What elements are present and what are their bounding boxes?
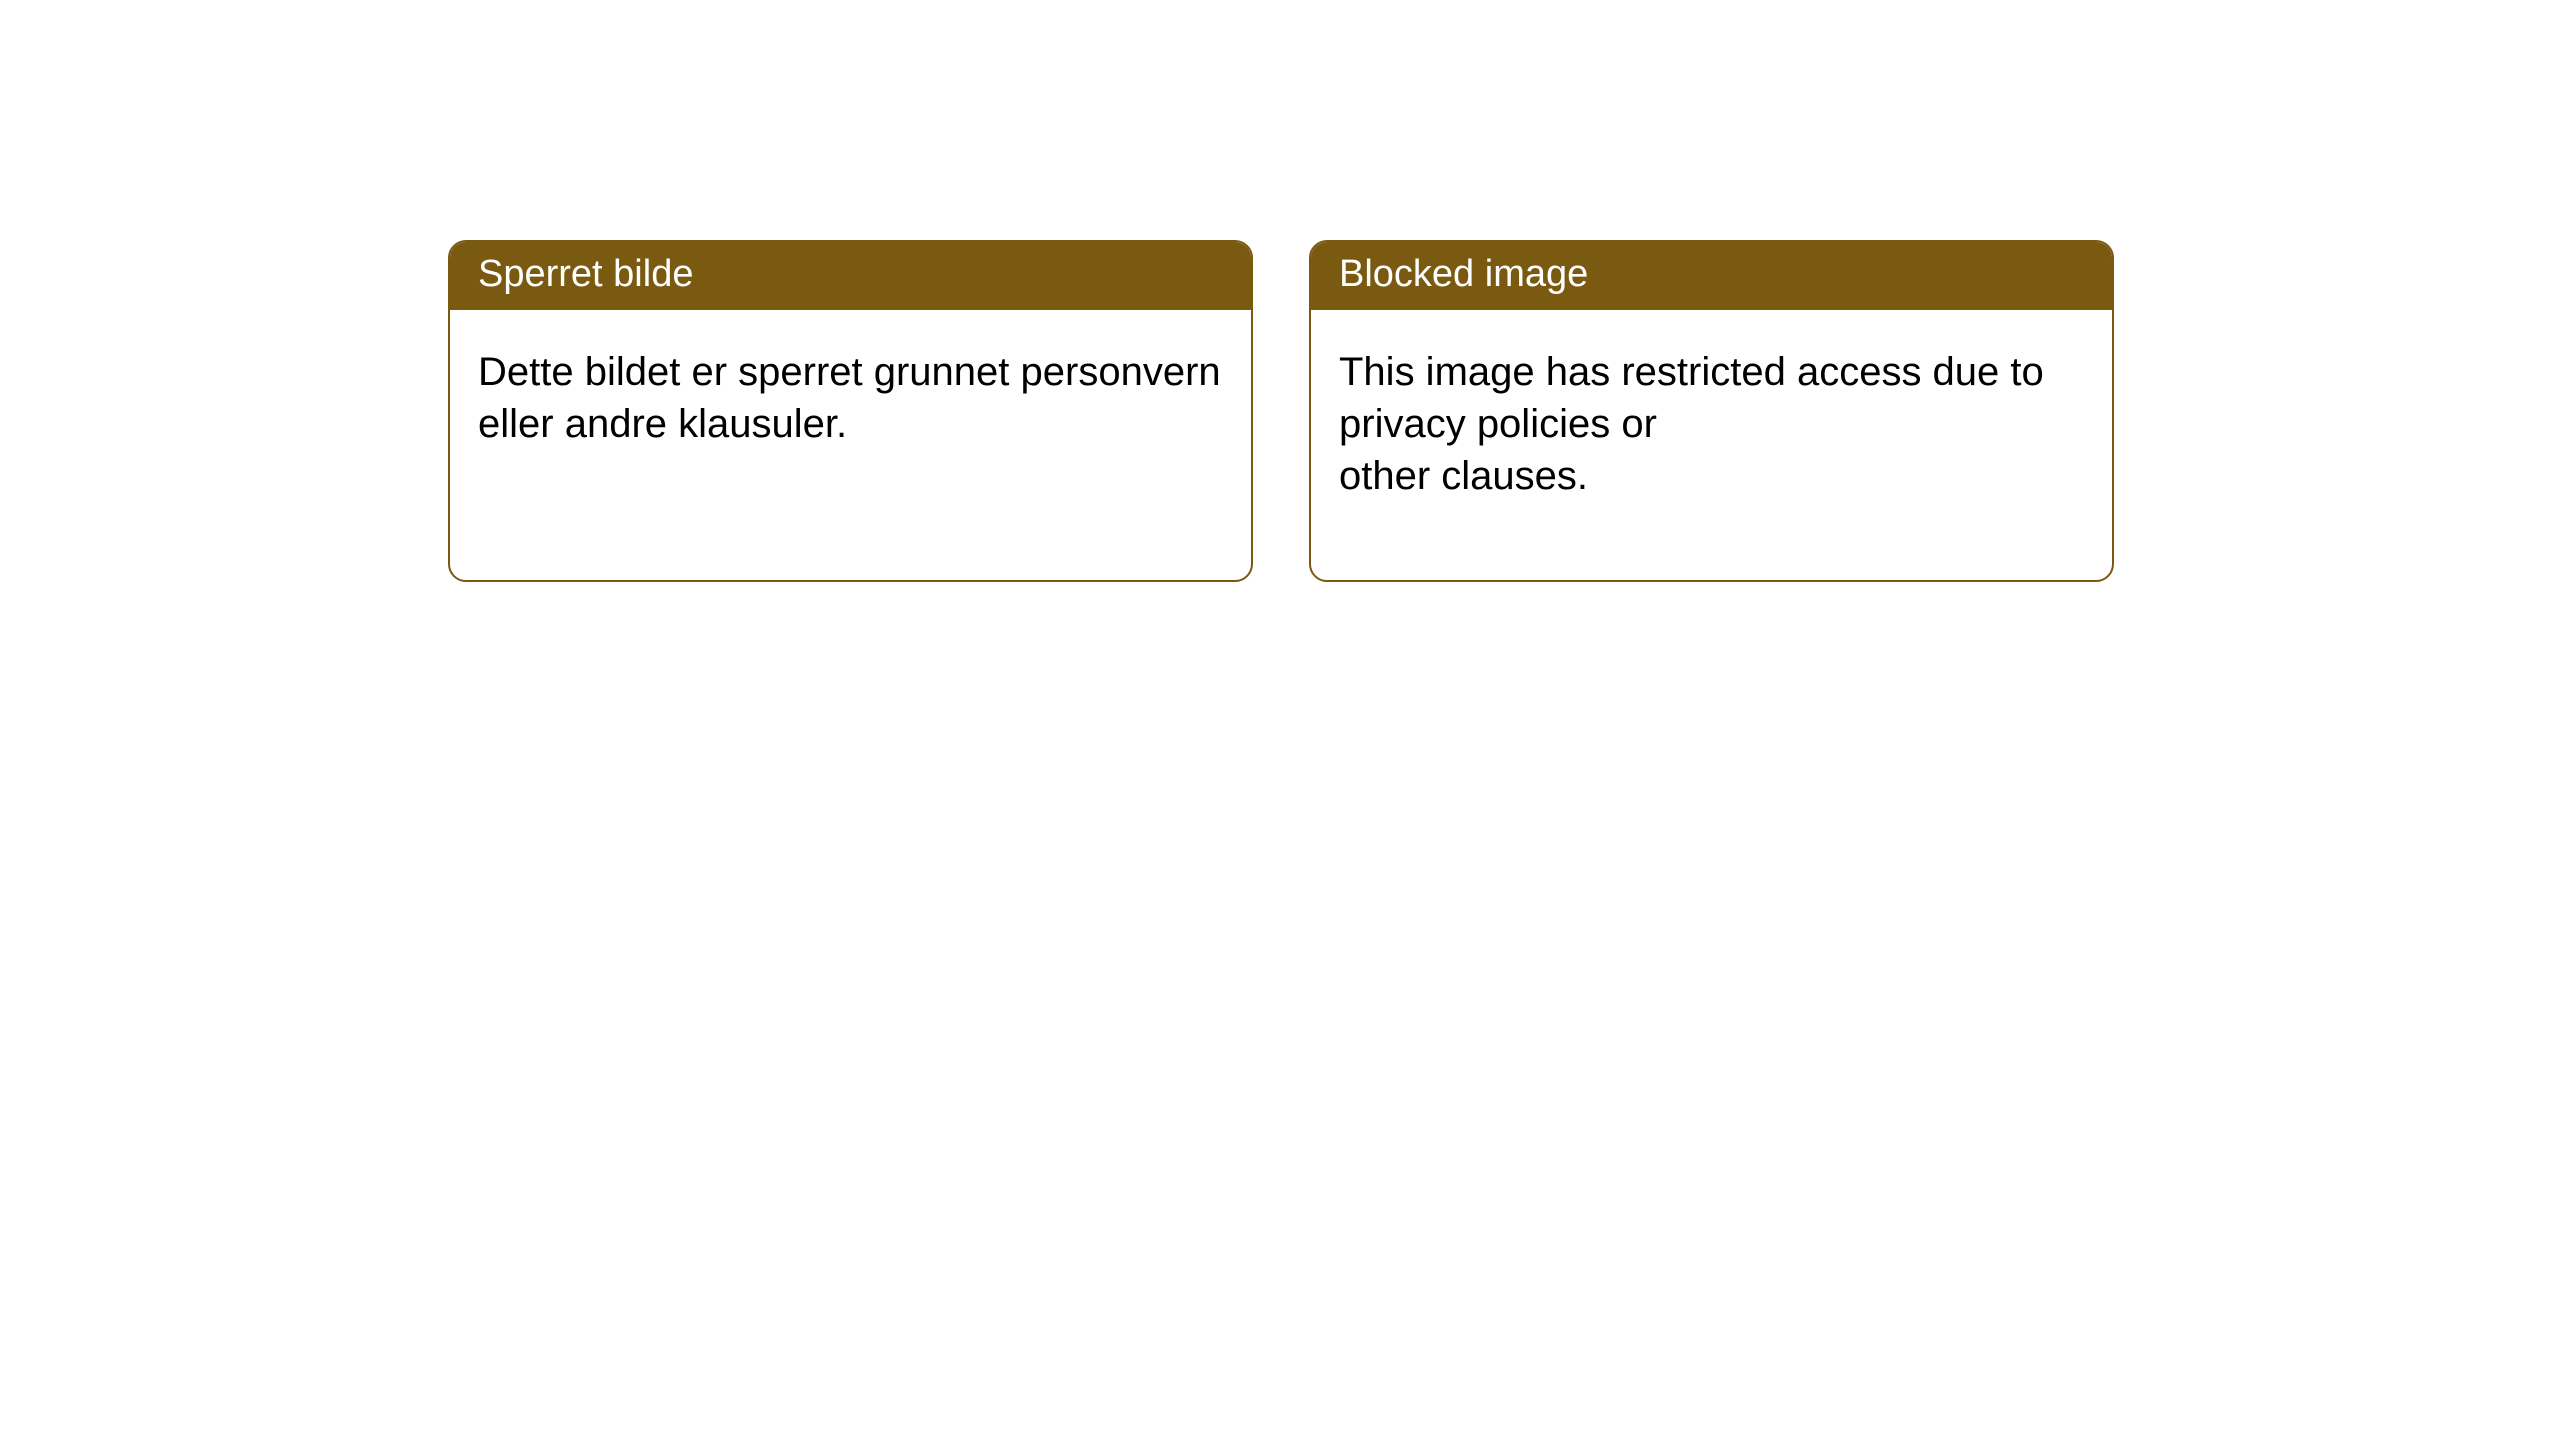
notice-body: This image has restricted access due to … bbox=[1311, 310, 2112, 580]
notice-header: Sperret bilde bbox=[450, 242, 1251, 310]
notice-card-norwegian: Sperret bilde Dette bildet er sperret gr… bbox=[448, 240, 1253, 582]
notice-card-english: Blocked image This image has restricted … bbox=[1309, 240, 2114, 582]
notice-container: Sperret bilde Dette bildet er sperret gr… bbox=[0, 0, 2560, 582]
notice-header: Blocked image bbox=[1311, 242, 2112, 310]
notice-body: Dette bildet er sperret grunnet personve… bbox=[450, 310, 1251, 580]
